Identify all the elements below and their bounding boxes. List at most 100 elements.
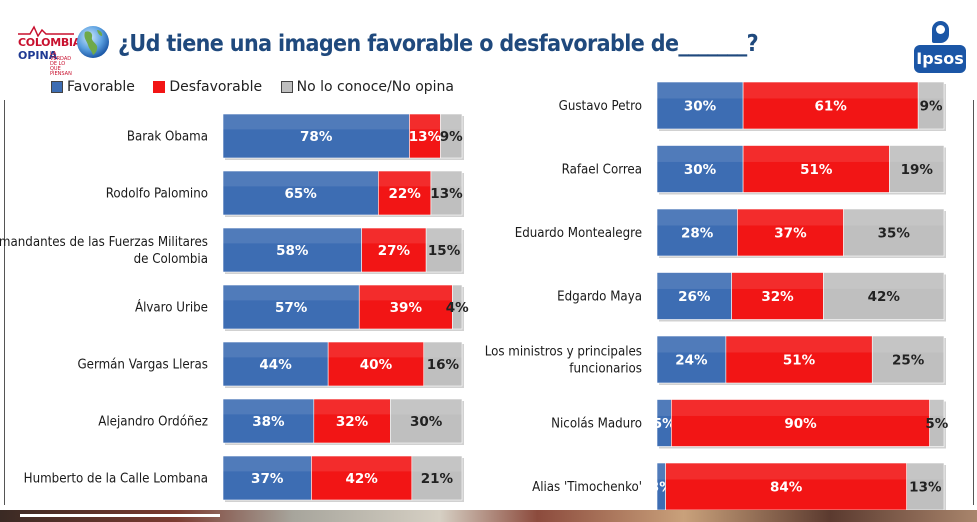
data-label-no-conoce: 21% (421, 471, 454, 487)
category-label: Nicolás Maduro (551, 416, 642, 432)
bar-highlight-favorable (223, 171, 379, 187)
bar-segment-desfavorable (742, 145, 890, 193)
legend-swatch-desfavorable (153, 81, 166, 93)
globe-icon (77, 26, 109, 58)
bar-highlight-favorable (657, 209, 738, 226)
data-label-no-conoce: 9% (920, 99, 943, 115)
legend-item-favorable: Favorable (51, 79, 135, 95)
category-label: Alias 'Timochenko' (532, 480, 642, 495)
bar-segment-favorable (222, 113, 410, 159)
bar-segment-desfavorable (731, 272, 824, 320)
bar-segment-favorable (222, 398, 315, 444)
bar-highlight-favorable (223, 399, 314, 415)
data-label-favorable: 65% (285, 186, 318, 202)
legend-label-favorable: Favorable (67, 79, 135, 95)
right-divider (973, 100, 974, 505)
bar-segment-desfavorable (737, 208, 844, 257)
data-label-desfavorable: 27% (378, 243, 411, 259)
header: COLOMBIA OPINA LA VERDAD DE LO QUE PIENS… (0, 0, 977, 77)
data-label-favorable: 38% (252, 414, 285, 430)
bar-highlight-desfavorable (743, 82, 919, 99)
bar-segment-desfavorable (671, 399, 930, 447)
data-label-favorable: 26% (678, 289, 711, 305)
bar-segment-no-conoce (389, 398, 463, 444)
bar-highlight-favorable (657, 463, 666, 480)
chart-legend: Favorable Desfavorable No lo conoce/No o… (51, 79, 468, 97)
data-label-desfavorable: 51% (783, 353, 816, 369)
category-label: Rafael Correa (562, 163, 642, 178)
bar-highlight-no-conoce (889, 145, 944, 162)
bar-highlight-favorable (657, 82, 744, 99)
legend-swatch-no-conoce (280, 81, 293, 93)
bar-segment-no-conoce (917, 81, 945, 130)
legend-label-desfavorable: Desfavorable (169, 79, 263, 95)
bar-segment-favorable (656, 145, 744, 193)
pulse-line-icon (18, 25, 74, 38)
bar-highlight-desfavorable (737, 209, 844, 226)
category-label: Alejandro Ordóñez (98, 414, 208, 430)
bar-segment-no-conoce (440, 113, 463, 159)
bar-highlight-favorable (223, 114, 410, 130)
data-label-no-conoce: 13% (430, 186, 463, 202)
logo-colombia-text: COLOMBIA (18, 36, 81, 49)
data-label-desfavorable: 37% (774, 226, 807, 242)
bar-highlight-desfavorable (725, 336, 873, 353)
ipsos-logo-text: Ipsos (916, 49, 964, 68)
bar-highlight-favorable (223, 285, 360, 301)
bar-highlight-no-conoce (411, 456, 462, 472)
data-label-favorable: 44% (259, 357, 292, 373)
data-label-favorable: 57% (275, 300, 308, 316)
left-divider (4, 100, 5, 505)
bar-segment-no-conoce (423, 341, 463, 387)
data-label-no-conoce: 4% (446, 300, 469, 316)
data-label-desfavorable: 51% (800, 162, 833, 178)
bar-segment-favorable (656, 208, 738, 257)
data-label-favorable: 78% (300, 129, 333, 145)
bar-highlight-favorable (657, 399, 672, 416)
category-label: Los Comandantes de las Fuerzas Militares… (0, 235, 208, 267)
bar-highlight-favorable (223, 228, 362, 244)
data-label-favorable: 5% (653, 416, 676, 432)
bar-segment-no-conoce (843, 208, 945, 257)
bar-segment-desfavorable (378, 170, 432, 216)
bar-highlight-no-conoce (452, 285, 462, 301)
bar-highlight-favorable (657, 336, 726, 353)
legend-label-no-conoce: No lo conoce/No opina (296, 79, 455, 95)
bar-segment-no-conoce (823, 272, 945, 320)
category-label: Edgardo Maya (557, 290, 642, 305)
bar-highlight-desfavorable (743, 145, 890, 162)
data-label-no-conoce: 5% (925, 416, 948, 432)
category-label: Álvaro Uribe (135, 299, 208, 316)
bar-highlight-desfavorable (671, 399, 930, 416)
data-label-no-conoce: 15% (428, 243, 461, 259)
bar-segment-no-conoce (929, 399, 945, 447)
bar-segment-no-conoce (871, 335, 945, 384)
footer-photo-strip (0, 510, 977, 522)
data-label-no-conoce: 25% (892, 353, 925, 369)
bar-highlight-desfavorable (409, 114, 441, 130)
data-label-desfavorable: 39% (390, 300, 423, 316)
bar-segment-no-conoce (889, 145, 945, 193)
bar-segment-desfavorable (361, 227, 427, 273)
data-label-no-conoce: 30% (410, 414, 443, 430)
bar-highlight-favorable (223, 342, 329, 358)
data-label-desfavorable: 22% (388, 186, 421, 202)
bar-highlight-no-conoce (918, 82, 944, 99)
colombia-opina-logo: COLOMBIA OPINA LA VERDAD DE LO QUE PIENS… (18, 22, 81, 77)
bar-segment-favorable (656, 272, 732, 320)
bar-segment-no-conoce (411, 455, 463, 501)
ipsos-logo: Ipsos (914, 21, 966, 73)
data-label-desfavorable: 32% (761, 289, 794, 305)
legend-item-desfavorable: Desfavorable (153, 79, 262, 95)
bar-highlight-favorable (657, 272, 732, 289)
bar-segment-desfavorable (327, 341, 425, 387)
data-label-favorable: 24% (675, 353, 708, 369)
bar-segment-desfavorable (311, 455, 413, 501)
bar-highlight-no-conoce (440, 114, 462, 130)
data-label-desfavorable: 90% (784, 416, 817, 432)
data-label-no-conoce: 19% (901, 162, 934, 178)
data-label-favorable: 30% (684, 99, 717, 115)
legend-item-no-conoce: No lo conoce/No opina (280, 79, 455, 95)
bar-highlight-no-conoce (823, 272, 944, 289)
